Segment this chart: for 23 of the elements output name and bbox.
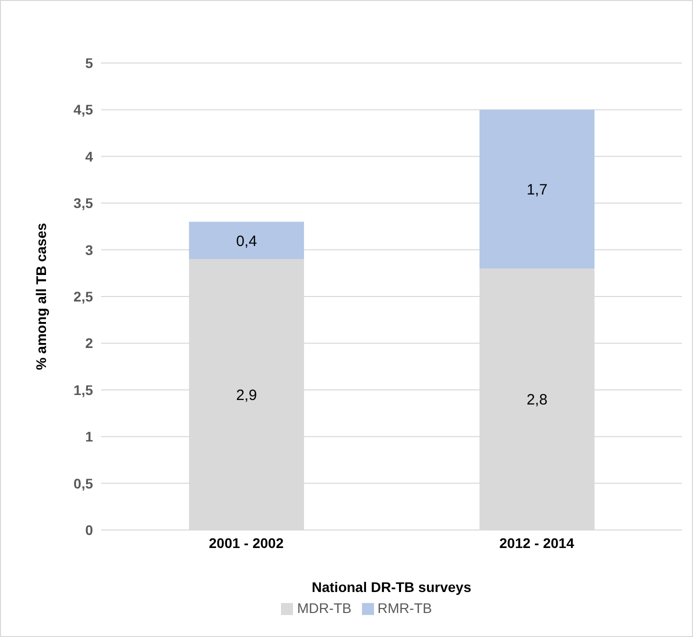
- y-tick-label: 0,5: [74, 475, 94, 492]
- legend-label: MDR-TB: [297, 600, 352, 616]
- y-tick-label: 3: [85, 242, 94, 258]
- y-tick-label: 3,5: [74, 195, 94, 212]
- bar: [189, 222, 304, 260]
- y-tick-label: 2,5: [74, 288, 94, 304]
- y-tick-label: 0: [85, 522, 94, 538]
- y-tick-label: 4: [85, 148, 94, 164]
- data-label: 1,7: [526, 181, 548, 198]
- legend-label: RMR-TB: [378, 600, 432, 616]
- y-tick-label: 4,5: [74, 102, 94, 118]
- y-tick-label: 1,5: [74, 382, 94, 398]
- y-tick-label: 2: [85, 335, 94, 352]
- data-label: 2,9: [236, 386, 257, 404]
- x-tick-label: 2001 - 2002: [208, 534, 284, 551]
- y-tick-label: 5: [85, 54, 94, 71]
- x-tick-label: 2012 - 2014: [499, 534, 574, 551]
- y-tick-label: 1: [85, 428, 94, 445]
- bar: [480, 110, 594, 268]
- data-label: 2,8: [526, 392, 548, 409]
- data-label: 0,4: [236, 232, 257, 250]
- y-axis-title: % among all TB cases: [32, 222, 49, 370]
- x-axis-title: National DR-TB surveys: [312, 579, 472, 595]
